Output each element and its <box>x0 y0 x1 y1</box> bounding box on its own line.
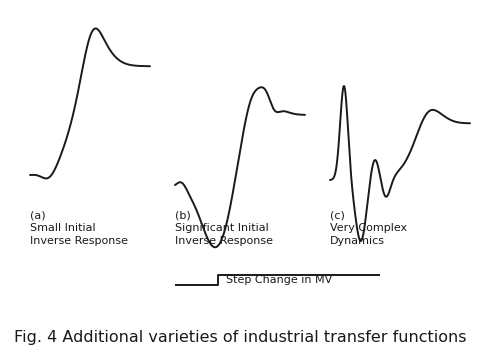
Text: (b)
Significant Initial
Inverse Response: (b) Significant Initial Inverse Response <box>175 210 273 246</box>
Text: (a)
Small Initial
Inverse Response: (a) Small Initial Inverse Response <box>30 210 128 246</box>
Text: (c)
Very Complex
Dynamics: (c) Very Complex Dynamics <box>330 210 407 246</box>
Text: Step Change in MV: Step Change in MV <box>226 275 332 285</box>
Text: Fig. 4 Additional varieties of industrial transfer functions: Fig. 4 Additional varieties of industria… <box>14 330 466 345</box>
